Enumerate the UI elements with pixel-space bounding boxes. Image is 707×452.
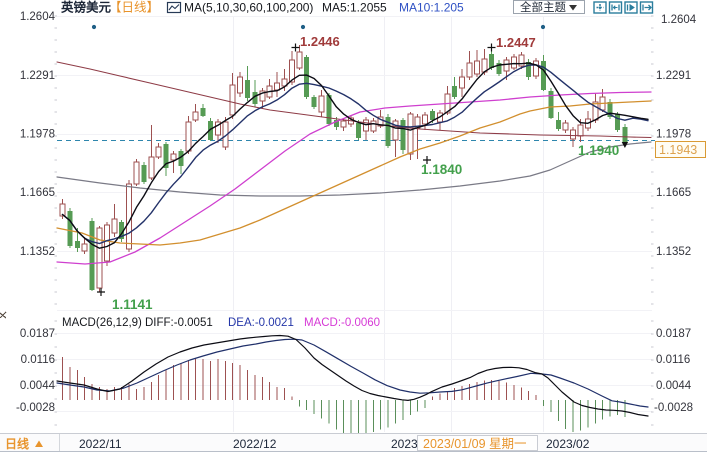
svg-text:MACD:-0.0060: MACD:-0.0060 [304,317,380,329]
svg-text:1.1978: 1.1978 [20,129,55,141]
svg-text:1.1141: 1.1141 [112,297,153,312]
svg-text:1.2291: 1.2291 [20,70,55,82]
svg-text:英镑美元: 英镑美元 [61,0,112,15]
svg-text:DIFF:-0.0051: DIFF:-0.0051 [145,317,213,329]
svg-text:1.1352: 1.1352 [20,246,55,258]
svg-text:2022/12: 2022/12 [233,437,277,451]
svg-text:1.1665: 1.1665 [656,187,691,199]
svg-text:1.1352: 1.1352 [656,246,691,258]
svg-text:DEA:-0.0021: DEA:-0.0021 [228,317,294,329]
svg-text:MA5:1.2055: MA5:1.2055 [322,1,387,15]
svg-text:1.2604: 1.2604 [20,11,56,23]
svg-text:1.1665: 1.1665 [20,187,55,199]
svg-text:-0.0028: -0.0028 [16,402,55,414]
svg-text:2023/01/09 星期一: 2023/01/09 星期一 [423,437,527,451]
svg-text:【日线】: 【日线】 [109,1,159,15]
svg-text:1.1943: 1.1943 [659,143,697,157]
svg-text:1.2291: 1.2291 [656,70,691,82]
svg-text:0.0187: 0.0187 [656,328,691,340]
svg-text:0.0044: 0.0044 [20,380,56,392]
svg-text:0.0116: 0.0116 [656,354,690,366]
svg-text:1.2447: 1.2447 [496,35,536,50]
svg-text:MA10:1.205: MA10:1.205 [399,1,464,15]
svg-text:2023/02: 2023/02 [546,437,590,451]
svg-text:1.2604: 1.2604 [661,14,697,26]
svg-text:0.0044: 0.0044 [656,380,692,392]
svg-text:日线: 日线 [5,436,29,451]
svg-text:MACD(26,12,9): MACD(26,12,9) [62,317,142,329]
svg-text:1.1940: 1.1940 [578,143,619,158]
svg-text:0.0116: 0.0116 [21,354,55,366]
svg-text:-0.0028: -0.0028 [654,402,693,414]
svg-text:1.1840: 1.1840 [421,162,462,177]
svg-text:1.1978: 1.1978 [656,129,691,141]
svg-text:全部主题: 全部主题 [520,0,566,14]
svg-text:1.2446: 1.2446 [300,34,340,49]
svg-text:MA(5,10,30,60,100,200): MA(5,10,30,60,100,200) [184,1,313,15]
svg-text:2022/11: 2022/11 [79,437,122,451]
svg-text:0.0187: 0.0187 [20,328,55,340]
